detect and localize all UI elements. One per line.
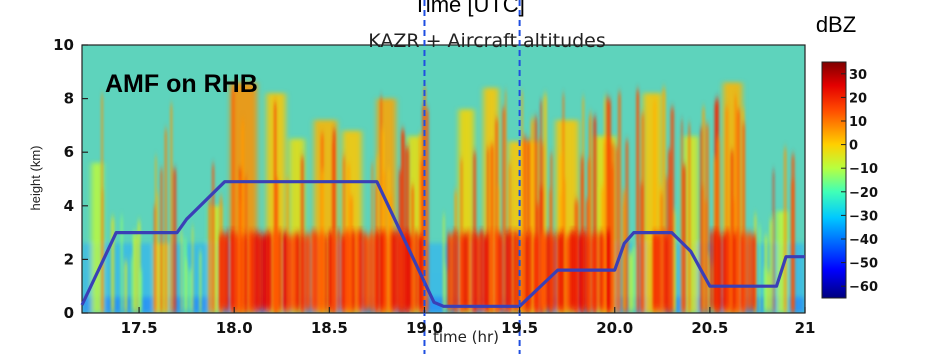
colorbar-tick-label: −50 bbox=[849, 257, 878, 272]
colorbar-tick-label: −40 bbox=[849, 233, 878, 248]
colorbar-tick-labels: 30 20 10 0 −10 −20 −30 −40 −50 −60 bbox=[841, 68, 878, 295]
aircraft-altitude-line bbox=[80, 180, 805, 308]
x-tick-label: 18.5 bbox=[311, 319, 348, 337]
y-tick-label: 2 bbox=[64, 250, 74, 268]
y-tick-label: 10 bbox=[53, 36, 74, 54]
x-tick-label: 18.0 bbox=[216, 319, 253, 337]
x-tick-label: 17.5 bbox=[121, 319, 158, 337]
overlay-title: Time [UTC] bbox=[413, 0, 525, 17]
x-tick-label: 19.5 bbox=[501, 319, 538, 337]
y-tick-label: 8 bbox=[64, 90, 74, 108]
x-tick-label: 21 bbox=[795, 319, 816, 337]
colorbar-tick-label: −20 bbox=[849, 186, 878, 201]
y-tick-label: 4 bbox=[64, 197, 74, 215]
x-axis-label: time (hr) bbox=[433, 328, 499, 346]
colorbar-tick-label: 10 bbox=[849, 115, 867, 130]
y-axis-label: height (km) bbox=[28, 145, 43, 210]
colorbar bbox=[821, 61, 847, 299]
chart-title: KAZR + Aircraft altitudes bbox=[368, 30, 606, 52]
time-marker-lines bbox=[423, 0, 521, 354]
colorbar-tick-label: −10 bbox=[849, 162, 878, 177]
x-tick-labels: 17.5 18.0 18.5 19.0 19.5 20.0 20.5 21 bbox=[121, 307, 816, 337]
platform-annotation: AMF on RHB bbox=[105, 70, 258, 98]
colorbar-unit: dBZ bbox=[816, 12, 856, 37]
colorbar-tick-label: 20 bbox=[849, 91, 867, 106]
x-tick-label: 20.0 bbox=[596, 319, 633, 337]
y-tick-label: 0 bbox=[64, 304, 74, 322]
colorbar-tick-label: 0 bbox=[849, 139, 858, 154]
reflectivity-field bbox=[82, 45, 805, 313]
colorbar-tick-label: −60 bbox=[849, 280, 878, 295]
x-tick-label: 19.0 bbox=[406, 319, 443, 337]
colorbar-tick-label: −30 bbox=[849, 209, 878, 224]
y-tick-labels: 0 2 4 6 8 10 bbox=[53, 36, 88, 322]
y-tick-label: 6 bbox=[64, 143, 74, 161]
plot-axes bbox=[81, 44, 806, 314]
colorbar-tick-label: 30 bbox=[849, 68, 867, 83]
x-tick-label: 20.5 bbox=[691, 319, 728, 337]
